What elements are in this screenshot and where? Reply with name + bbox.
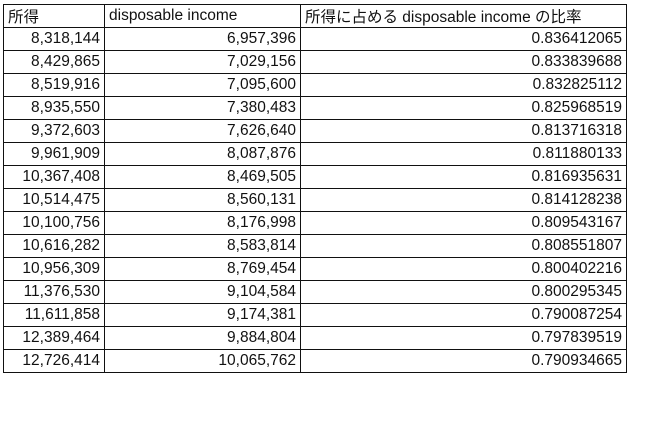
table-row: 10,367,408 8,469,505 0.816935631 <box>3 165 627 189</box>
header-disposable-income[interactable]: disposable income <box>104 4 301 28</box>
cell-disposable-income[interactable]: 10,065,762 <box>104 349 301 373</box>
cell-disposable-income[interactable]: 8,769,454 <box>104 257 301 281</box>
cell-income[interactable]: 10,616,282 <box>3 234 105 258</box>
table-row: 11,611,858 9,174,381 0.790087254 <box>3 303 627 327</box>
table-row: 10,616,282 8,583,814 0.808551807 <box>3 234 627 258</box>
cell-income[interactable]: 9,372,603 <box>3 119 105 143</box>
table-row: 8,429,865 7,029,156 0.833839688 <box>3 50 627 74</box>
table-row: 9,961,909 8,087,876 0.811880133 <box>3 142 627 166</box>
cell-income[interactable]: 10,367,408 <box>3 165 105 189</box>
cell-disposable-income[interactable]: 7,380,483 <box>104 96 301 120</box>
cell-disposable-income[interactable]: 8,176,998 <box>104 211 301 235</box>
cell-ratio[interactable]: 0.800402216 <box>300 257 627 281</box>
table-row: 10,100,756 8,176,998 0.809543167 <box>3 211 627 235</box>
table-row: 9,372,603 7,626,640 0.813716318 <box>3 119 627 143</box>
header-row: 所得 disposable income 所得に占める disposable i… <box>3 4 627 28</box>
cell-ratio[interactable]: 0.797839519 <box>300 326 627 350</box>
table-row: 8,519,916 7,095,600 0.832825112 <box>3 73 627 97</box>
cell-ratio[interactable]: 0.814128238 <box>300 188 627 212</box>
cell-disposable-income[interactable]: 8,560,131 <box>104 188 301 212</box>
cell-ratio[interactable]: 0.816935631 <box>300 165 627 189</box>
cell-ratio[interactable]: 0.790934665 <box>300 349 627 373</box>
cell-income[interactable]: 8,318,144 <box>3 27 105 51</box>
income-table: 所得 disposable income 所得に占める disposable i… <box>3 4 627 373</box>
cell-disposable-income[interactable]: 9,174,381 <box>104 303 301 327</box>
cell-income[interactable]: 10,956,309 <box>3 257 105 281</box>
table-body: 8,318,144 6,957,396 0.836412065 8,429,865 7,… <box>3 27 627 373</box>
table-row: 11,376,530 9,104,584 0.800295345 <box>3 280 627 304</box>
cell-income[interactable]: 12,726,414 <box>3 349 105 373</box>
cell-ratio[interactable]: 0.832825112 <box>300 73 627 97</box>
table-row: 10,514,475 8,560,131 0.814128238 <box>3 188 627 212</box>
table-row: 8,935,550 7,380,483 0.825968519 <box>3 96 627 120</box>
table-row: 10,956,309 8,769,454 0.800402216 <box>3 257 627 281</box>
cell-income[interactable]: 8,429,865 <box>3 50 105 74</box>
table-row: 8,318,144 6,957,396 0.836412065 <box>3 27 627 51</box>
cell-disposable-income[interactable]: 7,095,600 <box>104 73 301 97</box>
cell-income[interactable]: 10,100,756 <box>3 211 105 235</box>
cell-ratio[interactable]: 0.790087254 <box>300 303 627 327</box>
cell-income[interactable]: 8,519,916 <box>3 73 105 97</box>
cell-disposable-income[interactable]: 8,583,814 <box>104 234 301 258</box>
cell-ratio[interactable]: 0.809543167 <box>300 211 627 235</box>
cell-income[interactable]: 10,514,475 <box>3 188 105 212</box>
cell-ratio[interactable]: 0.836412065 <box>300 27 627 51</box>
cell-disposable-income[interactable]: 8,469,505 <box>104 165 301 189</box>
cell-disposable-income[interactable]: 7,029,156 <box>104 50 301 74</box>
cell-ratio[interactable]: 0.811880133 <box>300 142 627 166</box>
cell-disposable-income[interactable]: 7,626,640 <box>104 119 301 143</box>
cell-income[interactable]: 8,935,550 <box>3 96 105 120</box>
cell-ratio[interactable]: 0.813716318 <box>300 119 627 143</box>
cell-ratio[interactable]: 0.808551807 <box>300 234 627 258</box>
table-row: 12,726,414 10,065,762 0.790934665 <box>3 349 627 373</box>
cell-ratio[interactable]: 0.833839688 <box>300 50 627 74</box>
cell-disposable-income[interactable]: 9,884,804 <box>104 326 301 350</box>
cell-disposable-income[interactable]: 9,104,584 <box>104 280 301 304</box>
cell-disposable-income[interactable]: 6,957,396 <box>104 27 301 51</box>
cell-disposable-income[interactable]: 8,087,876 <box>104 142 301 166</box>
cell-income[interactable]: 11,376,530 <box>3 280 105 304</box>
cell-income[interactable]: 12,389,464 <box>3 326 105 350</box>
cell-ratio[interactable]: 0.800295345 <box>300 280 627 304</box>
cell-income[interactable]: 9,961,909 <box>3 142 105 166</box>
header-ratio[interactable]: 所得に占める disposable income の比率 <box>300 4 627 28</box>
cell-income[interactable]: 11,611,858 <box>3 303 105 327</box>
cell-ratio[interactable]: 0.825968519 <box>300 96 627 120</box>
header-income[interactable]: 所得 <box>3 4 105 28</box>
table-row: 12,389,464 9,884,804 0.797839519 <box>3 326 627 350</box>
